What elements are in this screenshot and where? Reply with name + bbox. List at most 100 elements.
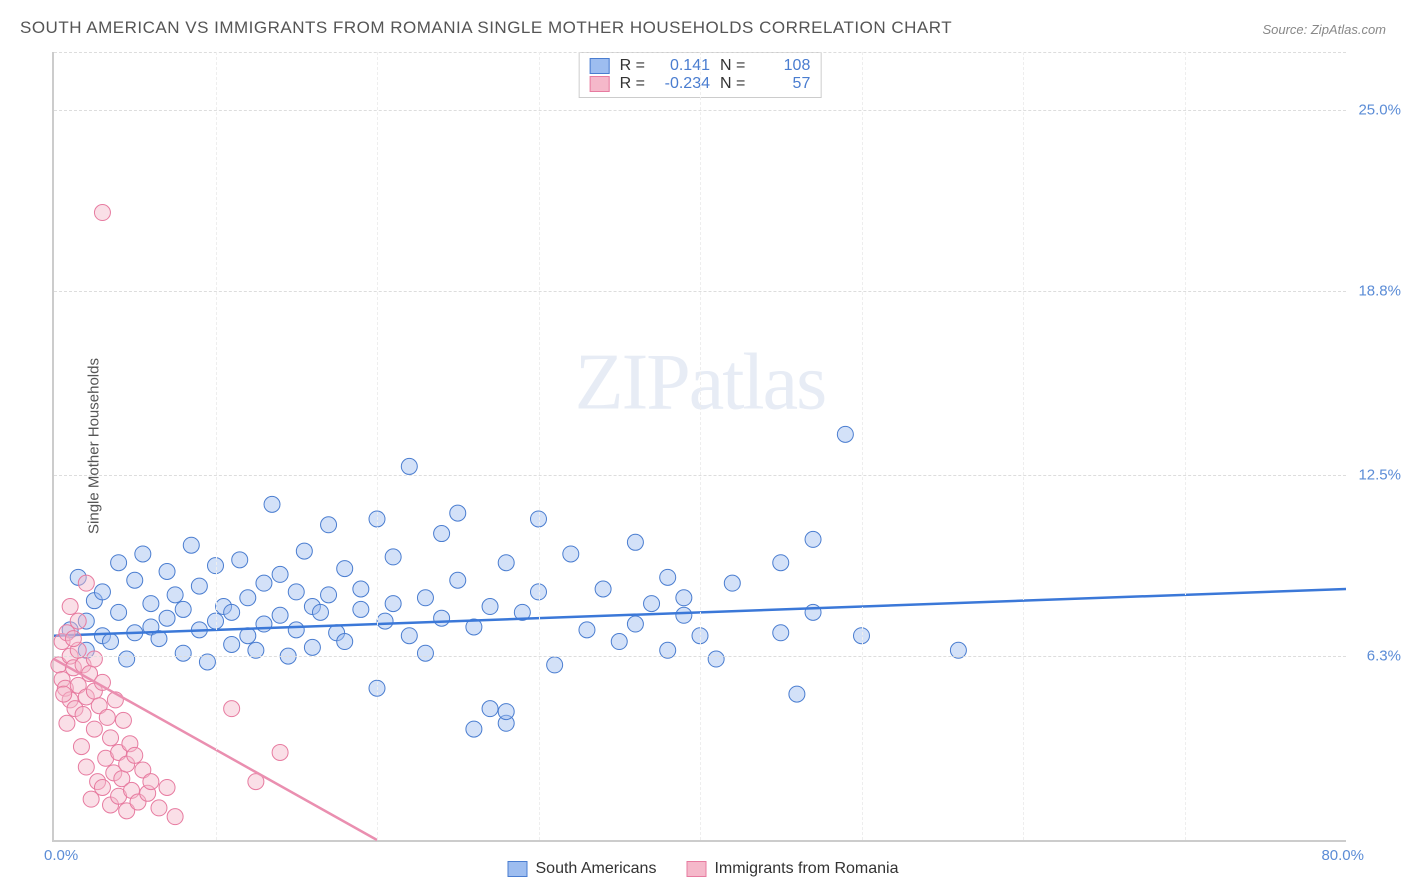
data-point [450, 505, 466, 521]
data-point [175, 601, 191, 617]
data-point [563, 546, 579, 562]
data-point [127, 572, 143, 588]
legend-item: Immigrants from Romania [686, 860, 898, 878]
data-point [337, 634, 353, 650]
data-point [482, 599, 498, 615]
data-point [175, 645, 191, 661]
data-point [676, 607, 692, 623]
data-point [660, 569, 676, 585]
data-point [789, 686, 805, 702]
data-point [611, 634, 627, 650]
data-point [143, 774, 159, 790]
stat-label: R = [620, 57, 645, 75]
chart-title: SOUTH AMERICAN VS IMMIGRANTS FROM ROMANI… [20, 18, 952, 38]
data-point [288, 584, 304, 600]
data-point [312, 604, 328, 620]
legend-label: Immigrants from Romania [714, 860, 898, 878]
gridline-v [216, 52, 217, 840]
stat-r-value: -0.234 [655, 75, 710, 93]
x-axis-min: 0.0% [44, 847, 78, 864]
data-point [73, 739, 89, 755]
data-point [75, 707, 91, 723]
data-point [143, 596, 159, 612]
gridline-v [539, 52, 540, 840]
data-point [724, 575, 740, 591]
bottom-legend: South AmericansImmigrants from Romania [508, 860, 899, 878]
data-point [401, 458, 417, 474]
data-point [70, 613, 86, 629]
legend-swatch [686, 861, 706, 877]
data-point [159, 610, 175, 626]
data-point [337, 561, 353, 577]
data-point [94, 205, 110, 221]
data-point [272, 566, 288, 582]
data-point [191, 578, 207, 594]
data-point [224, 604, 240, 620]
gridline-v [700, 52, 701, 840]
data-point [466, 721, 482, 737]
data-point [417, 590, 433, 606]
data-point [115, 712, 131, 728]
data-point [59, 715, 75, 731]
data-point [288, 622, 304, 638]
data-point [256, 575, 272, 591]
data-point [159, 563, 175, 579]
stat-label: R = [620, 75, 645, 93]
data-point [256, 616, 272, 632]
data-point [708, 651, 724, 667]
gridline-v [1185, 52, 1186, 840]
data-point [62, 599, 78, 615]
data-point [321, 517, 337, 533]
stat-n-value: 108 [755, 57, 810, 75]
data-point [627, 534, 643, 550]
data-point [232, 552, 248, 568]
data-point [676, 590, 692, 606]
data-point [111, 604, 127, 620]
data-point [127, 747, 143, 763]
data-point [385, 596, 401, 612]
data-point [151, 800, 167, 816]
data-point [547, 657, 563, 673]
chart-plot-area: R = 0.141 N = 108 R = -0.234 N = 57 ZIPa… [52, 52, 1346, 842]
legend-swatch [590, 58, 610, 74]
data-point [837, 426, 853, 442]
data-point [498, 704, 514, 720]
legend-swatch [508, 861, 528, 877]
data-point [78, 759, 94, 775]
data-point [272, 607, 288, 623]
data-point [377, 613, 393, 629]
data-point [135, 546, 151, 562]
legend-swatch [590, 76, 610, 92]
data-point [94, 779, 110, 795]
data-point [450, 572, 466, 588]
y-tick-label: 6.3% [1367, 648, 1401, 665]
x-axis-max: 80.0% [1321, 847, 1364, 864]
data-point [65, 631, 81, 647]
data-point [224, 636, 240, 652]
source-attribution: Source: ZipAtlas.com [1262, 22, 1386, 37]
data-point [321, 587, 337, 603]
data-point [103, 634, 119, 650]
data-point [94, 584, 110, 600]
y-tick-label: 18.8% [1358, 283, 1401, 300]
data-point [595, 581, 611, 597]
data-point [805, 531, 821, 547]
data-point [224, 701, 240, 717]
gridline-v [377, 52, 378, 840]
stat-label: N = [720, 57, 745, 75]
data-point [119, 651, 135, 667]
y-tick-label: 12.5% [1358, 467, 1401, 484]
data-point [401, 628, 417, 644]
data-point [86, 651, 102, 667]
data-point [86, 721, 102, 737]
data-point [498, 555, 514, 571]
stat-label: N = [720, 75, 745, 93]
data-point [240, 590, 256, 606]
data-point [644, 596, 660, 612]
data-point [434, 526, 450, 542]
data-point [579, 622, 595, 638]
data-point [805, 604, 821, 620]
data-point [627, 616, 643, 632]
data-point [353, 601, 369, 617]
data-point [111, 555, 127, 571]
